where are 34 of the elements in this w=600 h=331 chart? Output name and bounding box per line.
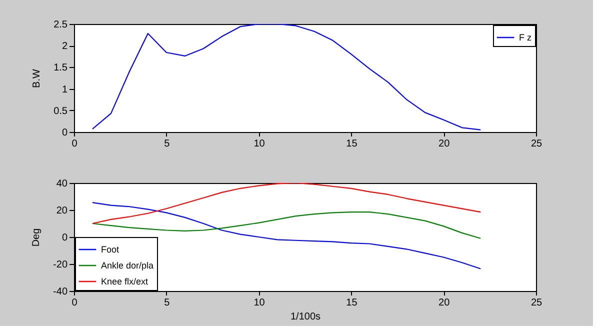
x-tick-label: 10 — [254, 138, 266, 150]
x-tick-label: 0 — [72, 298, 78, 308]
y-tick-label: 0 — [62, 232, 68, 244]
y-tick-label: 1.5 — [54, 62, 68, 74]
legend-label: Ankle dor/pla — [101, 260, 154, 270]
y-tick-label: 0.5 — [54, 106, 68, 117]
x-tick-label: 5 — [164, 138, 170, 150]
x-tick-label: 15 — [346, 138, 358, 150]
y-tick-label: -20 — [53, 260, 68, 270]
line-series — [92, 202, 482, 270]
legend-label: Foot — [101, 244, 120, 254]
x-tick-label: 0 — [72, 138, 78, 150]
y-tick-label: 2.5 — [54, 20, 68, 30]
x-tick-label: 15 — [346, 298, 358, 308]
y-tick-label: 2 — [62, 41, 68, 52]
y-axis-title: Deg — [31, 228, 42, 247]
line-series — [92, 24, 482, 130]
y-tick-label: -40 — [53, 286, 68, 298]
x-tick-label: 20 — [438, 298, 450, 308]
y-tick-label: 0 — [62, 128, 68, 138]
line-series — [92, 183, 482, 224]
y-tick-label: 1 — [62, 84, 68, 96]
line-series — [92, 211, 482, 239]
legend-label: F z — [519, 32, 532, 42]
y-tick-label: 40 — [56, 178, 68, 190]
x-tick-label: 5 — [164, 298, 170, 308]
x-axis-title: 1/100s — [290, 312, 321, 322]
y-tick-label: 20 — [56, 206, 68, 216]
x-tick-label: 25 — [530, 138, 542, 150]
x-tick-label: 20 — [438, 138, 450, 150]
x-tick-label: 10 — [254, 298, 266, 308]
legend-label: Knee flx/ext — [101, 276, 149, 286]
y-axis-title: B.W — [32, 68, 43, 88]
x-tick-label: 25 — [530, 298, 542, 308]
